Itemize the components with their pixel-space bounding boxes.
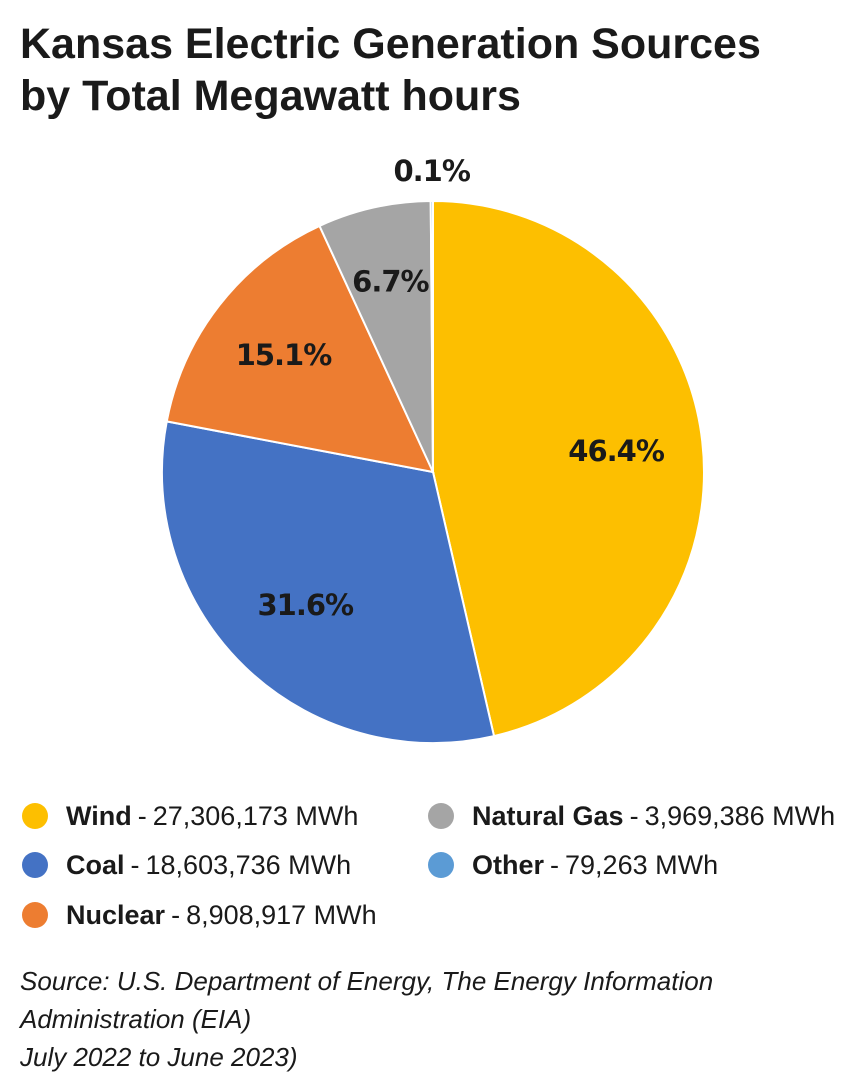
pie-slice-coal	[161, 420, 496, 744]
pie-label-wind: 46.4%	[568, 434, 665, 468]
legend-separator: -	[629, 800, 639, 831]
legend-swatch-wind	[22, 803, 48, 829]
legend-separator: -	[550, 849, 560, 880]
source-note: Source: U.S. Department of Energy, The E…	[20, 962, 850, 1076]
chart-title: Kansas Electric Generation Sources by To…	[20, 18, 840, 122]
legend-name-other: Other	[472, 849, 545, 880]
legend-name-coal: Coal	[66, 849, 125, 880]
legend-item-other: Other - 79,263 MWh	[428, 847, 718, 883]
pie-slices	[161, 199, 705, 744]
pie-slice-nuclear	[165, 224, 435, 474]
pie-labels: 46.4% 31.6% 15.1% 6.7% 0.1%	[236, 154, 666, 622]
source-line-1: Source: U.S. Department of Energy, The E…	[20, 966, 714, 1034]
legend-item-wind: Wind - 27,306,173 MWh	[22, 798, 358, 834]
chart-title-line-1: Kansas Electric Generation Sources	[20, 20, 761, 68]
legend-separator: -	[130, 849, 140, 880]
pie-slice-other	[429, 199, 434, 473]
legend-item-coal: Coal - 18,603,736 MWh	[22, 847, 351, 883]
pie-label-coal: 31.6%	[257, 588, 354, 622]
chart-title-line-2: by Total Megawatt hours	[20, 72, 521, 120]
legend-name-nuclear: Nuclear	[66, 899, 166, 930]
legend-item-natural-gas: Natural Gas - 3,969,386 MWh	[428, 798, 835, 834]
legend-value-natural-gas: 3,969,386 MWh	[644, 800, 836, 831]
legend-value-wind: 27,306,173 MWh	[152, 800, 359, 831]
pie-slice-natural-gas	[318, 200, 434, 473]
source-line-2: July 2022 to June 2023)	[20, 1042, 298, 1072]
pie-slice-wind	[432, 199, 705, 738]
legend-swatch-nuclear	[22, 902, 48, 928]
legend-value-nuclear: 8,908,917 MWh	[186, 899, 377, 930]
legend-value-other: 79,263 MWh	[565, 849, 719, 880]
chart-legend: Wind - 27,306,173 MWh Coal - 18,603,736 …	[22, 798, 852, 948]
legend-name-wind: Wind	[66, 800, 132, 831]
legend-separator: -	[137, 800, 147, 831]
pie-label-other: 0.1%	[393, 154, 470, 188]
legend-name-natural-gas: Natural Gas	[472, 800, 624, 831]
legend-item-nuclear: Nuclear - 8,908,917 MWh	[22, 897, 377, 933]
legend-swatch-other	[428, 852, 454, 878]
pie-label-natural-gas: 6.7%	[352, 265, 429, 299]
legend-separator: -	[171, 899, 181, 930]
pie-label-nuclear: 15.1%	[236, 338, 333, 372]
legend-value-coal: 18,603,736 MWh	[145, 849, 352, 880]
legend-swatch-natural-gas	[428, 803, 454, 829]
legend-swatch-coal	[22, 852, 48, 878]
